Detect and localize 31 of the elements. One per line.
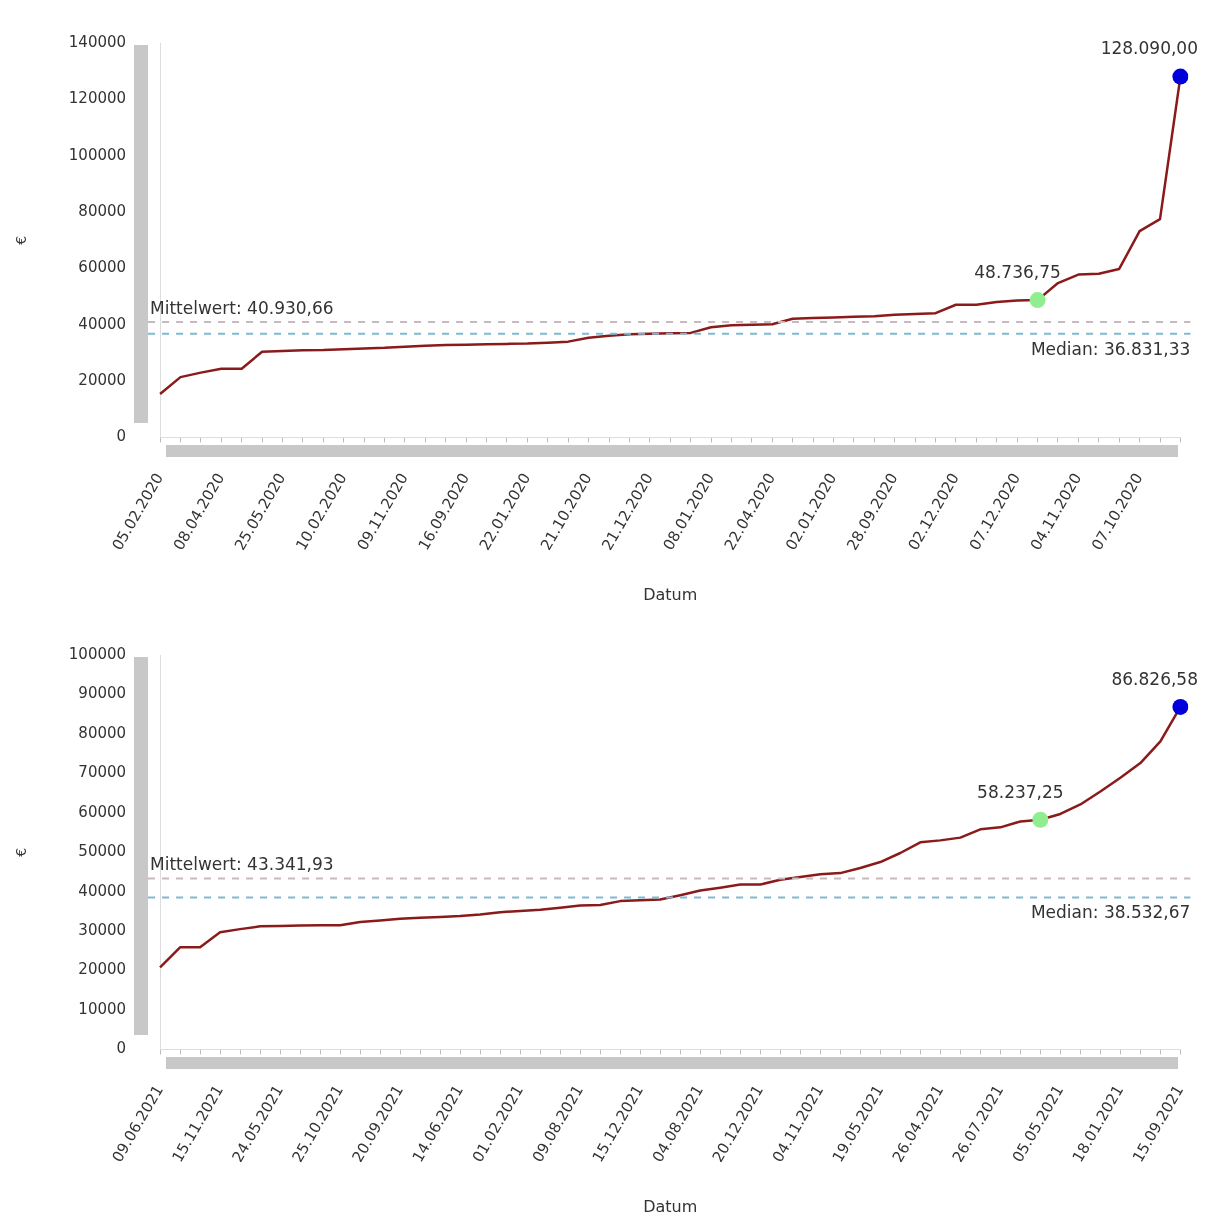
ref-line-label: Mittelwert: 43.341,93 [150,854,334,875]
y-axis-title: € [13,235,30,245]
y-tick-label: 50000 [78,842,127,861]
y-axis-title: € [13,847,30,857]
y-tick-label: 60000 [78,258,127,277]
y-tick-label: 70000 [78,763,127,782]
y-tick-label: 140000 [68,32,127,51]
y-tick-label: 0 [116,1039,127,1058]
x-axis-title: Datum [643,1196,698,1216]
ref-line-label: Median: 38.532,67 [1030,902,1191,923]
data-label: 58.237,25 [977,781,1064,802]
y-tick-label: 100000 [68,145,127,164]
y-tick-label: 10000 [78,999,127,1018]
y-tick-label: 20000 [78,370,127,389]
y-tick-label: 0 [116,427,127,446]
y-tick-label: 90000 [78,684,127,703]
y-tick-label: 120000 [68,89,127,108]
data-label: 48.736,75 [974,262,1061,283]
y-tick-label: 80000 [78,723,127,742]
ref-line-label: Mittelwert: 40.930,66 [150,298,334,319]
x-axis-title: Datum [643,584,698,604]
y-tick-label: 30000 [78,920,127,939]
y-tick-label: 20000 [78,960,127,979]
y-tick-label: 40000 [78,881,127,900]
ref-line-label: Median: 36.831,33 [1030,338,1191,359]
data-label: 128.090,00 [1100,38,1198,59]
y-tick-label: 60000 [78,802,127,821]
data-label: 86.826,58 [1111,668,1199,689]
y-tick-label: 100000 [68,644,127,663]
y-tick-label: 80000 [78,201,127,220]
y-tick-label: 40000 [78,314,127,333]
